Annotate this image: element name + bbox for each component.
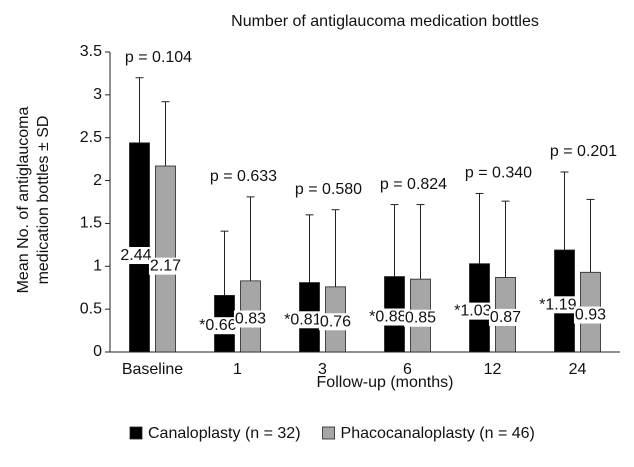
p-value: p = 0.104 xyxy=(125,49,192,66)
x-tick-label: 24 xyxy=(569,361,587,378)
y-tick-label: 1 xyxy=(93,258,102,275)
x-tick-label: 1 xyxy=(233,361,242,378)
data-label-bg xyxy=(198,317,238,335)
y-tick-label: 0.5 xyxy=(80,300,102,317)
y-tick-label: 3.5 xyxy=(80,43,102,60)
data-label: *1.19 xyxy=(539,296,576,313)
x-tick-label: 12 xyxy=(484,361,502,378)
data-label-bg xyxy=(403,309,438,327)
p-value: p = 0.824 xyxy=(380,176,447,193)
data-label: 0.93 xyxy=(575,307,606,324)
p-value: p = 0.633 xyxy=(210,168,277,185)
y-axis-label-line: medication bottles ± SD xyxy=(35,116,52,285)
data-label-bg xyxy=(488,308,523,326)
p-value: p = 0.201 xyxy=(550,143,617,160)
legend-swatch xyxy=(322,426,335,440)
p-value: p = 0.580 xyxy=(295,181,362,198)
data-label-bg xyxy=(119,247,153,265)
data-label-bg xyxy=(233,310,268,328)
legend-label: Canaloplasty (n = 32) xyxy=(148,425,301,442)
x-axis-label: Follow-up (months) xyxy=(317,374,454,391)
legend-label: Phacocanaloplasty (n = 46) xyxy=(341,425,535,442)
data-label: *0.66 xyxy=(199,317,236,334)
data-label: *1.03 xyxy=(454,303,491,320)
data-label: *0.88 xyxy=(369,309,406,326)
y-tick-label: 2 xyxy=(93,172,102,189)
chart-title: Number of antiglaucoma medication bottle… xyxy=(231,13,539,30)
y-tick-label: 3 xyxy=(93,86,102,103)
data-label-bg xyxy=(453,302,493,320)
data-label: 0.83 xyxy=(235,310,266,327)
legend-swatch xyxy=(129,426,143,440)
data-label-bg xyxy=(283,311,323,329)
x-tick-label: Baseline xyxy=(122,361,183,378)
data-label-bg xyxy=(538,296,578,314)
data-label: 2.44 xyxy=(120,247,151,264)
x-tick-label: 6 xyxy=(403,361,412,378)
p-value: p = 0.340 xyxy=(465,165,532,182)
data-label: 0.76 xyxy=(320,313,351,330)
x-tick-label: 3 xyxy=(318,361,327,378)
data-label-bg xyxy=(148,257,183,275)
y-tick-label: 0 xyxy=(93,343,102,360)
y-tick-label: 2.5 xyxy=(80,129,102,146)
data-label: 0.87 xyxy=(490,309,521,326)
y-axis-label-line: Mean No. of antiglaucoma xyxy=(15,107,32,294)
data-label-bg xyxy=(573,306,608,324)
data-label: 0.85 xyxy=(405,310,436,327)
data-label: *0.81 xyxy=(284,311,321,328)
data-label-bg xyxy=(368,308,408,326)
y-tick-label: 1.5 xyxy=(80,215,102,232)
data-label: 2.17 xyxy=(150,258,181,275)
y-axis-label: Mean No. of antiglaucoma medication bott… xyxy=(15,107,52,294)
data-label-bg xyxy=(318,313,353,331)
